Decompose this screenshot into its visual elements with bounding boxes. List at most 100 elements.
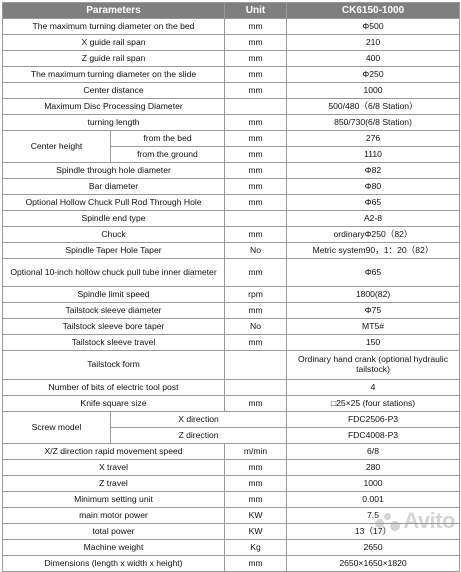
unit-cell: mm <box>224 146 288 163</box>
table-row: Tailstock sleeve travel mm 150 <box>1 334 461 351</box>
value-cell: 150 <box>286 334 461 351</box>
unit-cell: KW <box>224 507 288 524</box>
param-cell: Machine weight <box>1 539 226 556</box>
param-cell: Z travel <box>1 475 226 492</box>
watermark-text: Avito <box>403 508 455 533</box>
unit-cell: rpm <box>224 286 288 303</box>
table-row: Maximum Disc Processing Diameter 500/480… <box>1 98 461 115</box>
unit-cell: mm <box>224 178 288 195</box>
value-cell: Φ65 <box>286 194 461 211</box>
unit-cell: Kg <box>224 539 288 556</box>
table-row: Dimensions (length x width x height) mm … <box>1 555 461 572</box>
table-row: Tailstock sleeve diameter mm Φ75 <box>1 302 461 319</box>
table-row: Spindle limit speed rpm 1800(82) <box>1 286 461 303</box>
avito-watermark: Avito <box>375 508 455 534</box>
header-parameters: Parameters <box>1 2 226 19</box>
table-row: The maximum turning diameter on the slid… <box>1 66 461 83</box>
table-row: Knife square size mm □25×25 (four statio… <box>1 395 461 412</box>
unit-cell: mm <box>224 258 288 287</box>
unit-cell: mm <box>224 114 288 131</box>
param-cell: Spindle limit speed <box>1 286 226 303</box>
value-cell: Φ250 <box>286 66 461 83</box>
unit-cell: m/min <box>224 443 288 460</box>
param-cell: X/Z direction rapid movement speed <box>1 443 226 460</box>
value-cell: 1110 <box>286 146 461 163</box>
table-row: Spindle end type A2-8 <box>1 210 461 227</box>
value-cell: 2650×1650×1820 <box>286 555 461 572</box>
value-cell: 276 <box>286 130 461 147</box>
value-cell: Φ82 <box>286 162 461 179</box>
value-cell: FDC4008-P3 <box>286 427 461 444</box>
param-cell: Tailstock sleeve bore taper <box>1 318 226 335</box>
value-cell: Φ65 <box>286 258 461 287</box>
table-row: Center distance mm 1000 <box>1 82 461 99</box>
value-cell: □25×25 (four stations) <box>286 395 461 412</box>
table-row: Optional Hollow Chuck Pull Rod Through H… <box>1 194 461 211</box>
table-row: Number of bits of electric tool post 4 <box>1 379 461 396</box>
value-cell: 400 <box>286 50 461 67</box>
table-row: Z guide rail span mm 400 <box>1 50 461 67</box>
unit-cell: mm <box>224 555 288 572</box>
unit-cell: mm <box>224 475 288 492</box>
table-row: X/Z direction rapid movement speed m/min… <box>1 443 461 460</box>
unit-cell: mm <box>224 82 288 99</box>
param-cell: Chuck <box>1 226 226 243</box>
param-cell: X travel <box>1 459 226 476</box>
unit-cell <box>224 379 288 396</box>
param-cell: Spindle through hole diameter <box>1 162 226 179</box>
param-cell: Number of bits of electric tool post <box>1 379 226 396</box>
param-cell: Minimum setting unit <box>1 491 226 508</box>
param-cell: total power <box>1 523 226 540</box>
param-cell: The maximum turning diameter on the slid… <box>1 66 226 83</box>
value-cell: Φ500 <box>286 18 461 35</box>
header-unit: Unit <box>224 2 288 19</box>
table-row: Center height from the bed mm 276 <box>2 130 461 163</box>
unit-cell: mm <box>224 34 288 51</box>
param-cell: Tailstock form <box>1 350 226 380</box>
header-model: CK6150-1000 <box>286 2 461 19</box>
screw-model-sub-z: Z direction <box>109 427 288 444</box>
unit-cell: mm <box>224 302 288 319</box>
value-cell: 2650 <box>286 539 461 556</box>
table-row: Spindle through hole diameter mm Φ82 <box>1 162 461 179</box>
value-cell: Metric system90，1：20（82） <box>286 242 461 259</box>
table-row: from the ground mm 1110 <box>3 146 461 163</box>
table-row: Optional 10-inch hollow chuck pull tube … <box>1 258 461 287</box>
param-cell: Optional 10-inch hollow chuck pull tube … <box>1 258 226 287</box>
table-row: Tailstock sleeve bore taper No MT5# <box>1 318 461 335</box>
unit-cell: mm <box>224 491 288 508</box>
param-cell: Spindle Taper Hole Taper <box>1 242 226 259</box>
unit-cell: No <box>224 318 288 335</box>
param-cell: Tailstock sleeve diameter <box>1 302 226 319</box>
value-cell: 500/480（6/8 Station） <box>286 98 461 115</box>
value-cell: 1000 <box>286 82 461 99</box>
unit-cell: mm <box>224 395 288 412</box>
value-cell: MT5# <box>286 318 461 335</box>
table-row: X guide rail span mm 210 <box>1 34 461 51</box>
unit-cell: mm <box>224 18 288 35</box>
value-cell: Ordinary hand crank (optional hydraulic … <box>286 350 461 380</box>
value-cell: 280 <box>286 459 461 476</box>
value-cell: 1800(82) <box>286 286 461 303</box>
value-cell: ordinaryΦ250（82） <box>286 226 461 243</box>
table-row: Tailstock form Ordinary hand crank (opti… <box>1 350 461 380</box>
param-cell: Optional Hollow Chuck Pull Rod Through H… <box>1 194 226 211</box>
value-cell: 210 <box>286 34 461 51</box>
param-cell: The maximum turning diameter on the bed <box>1 18 226 35</box>
param-cell: turning length <box>1 114 226 131</box>
value-cell: 850/730(6/8 Station) <box>286 114 461 131</box>
unit-cell <box>224 98 288 115</box>
param-cell: Maximum Disc Processing Diameter <box>1 98 226 115</box>
table-row: Screw model X direction FDC2506-P3 <box>2 411 461 444</box>
unit-cell: mm <box>224 194 288 211</box>
screw-model-label: Screw model <box>2 411 111 444</box>
unit-cell: mm <box>224 162 288 179</box>
center-height-label: Center height <box>2 130 111 163</box>
value-cell: FDC2506-P3 <box>286 411 461 428</box>
unit-cell: KW <box>224 523 288 540</box>
unit-cell: mm <box>224 459 288 476</box>
table-row: Machine weight Kg 2650 <box>1 539 461 556</box>
param-cell: Center distance <box>1 82 226 99</box>
table-row: Z direction FDC4008-P3 <box>3 427 461 444</box>
value-cell: 6/8 <box>286 443 461 460</box>
